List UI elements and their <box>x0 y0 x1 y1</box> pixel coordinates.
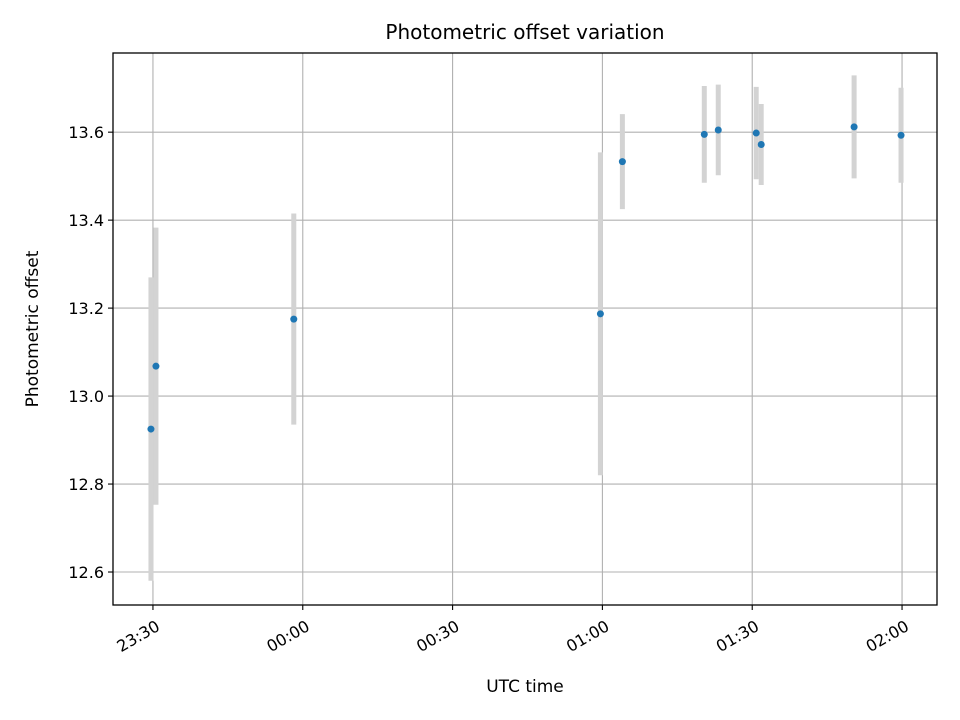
data-point <box>596 310 604 318</box>
y-tick-label: 13.4 <box>68 211 104 230</box>
y-axis-title: Photometric offset <box>23 250 43 407</box>
data-point <box>290 315 298 323</box>
data-points <box>147 123 905 433</box>
data-point <box>850 123 858 131</box>
data-point <box>752 129 760 137</box>
y-tick-label: 13.2 <box>68 299 104 318</box>
data-point <box>757 140 765 148</box>
plot-frame <box>112 52 938 606</box>
y-tick-label: 12.6 <box>68 563 104 582</box>
data-point <box>147 425 155 433</box>
y-tick-label: 13.0 <box>68 387 104 406</box>
chart-title: Photometric offset variation <box>385 20 664 44</box>
y-tick-label: 13.6 <box>68 123 104 142</box>
data-point <box>714 126 722 134</box>
data-point <box>152 362 160 370</box>
data-point <box>618 158 626 166</box>
y-tick-label: 12.8 <box>68 475 104 494</box>
x-axis-title: UTC time <box>486 677 564 697</box>
data-point <box>700 130 708 138</box>
data-point <box>897 131 905 139</box>
